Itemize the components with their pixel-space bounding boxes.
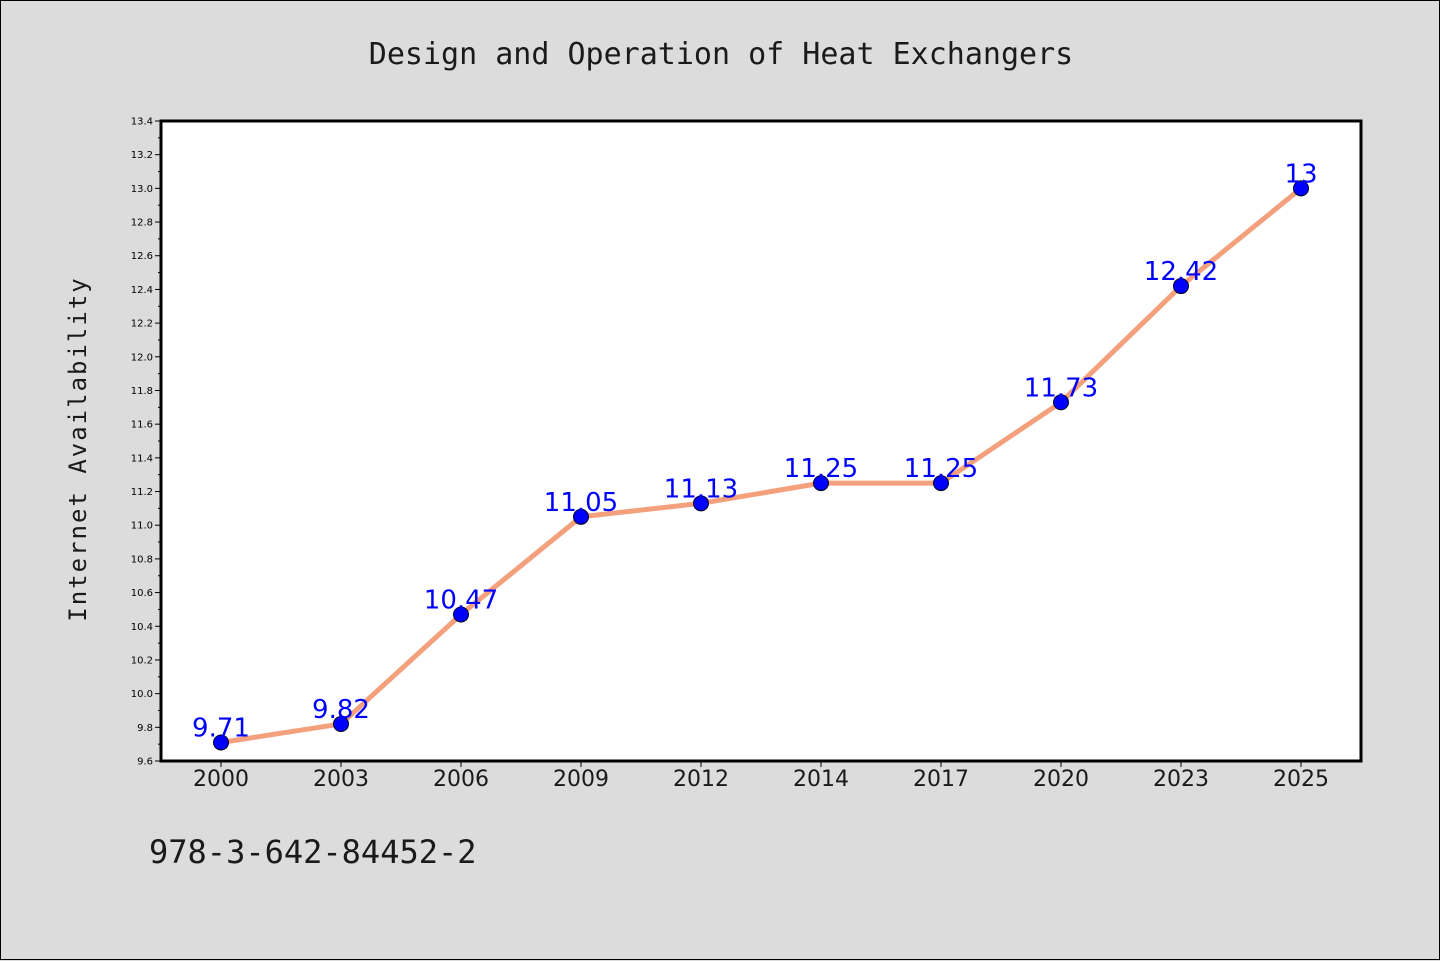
x-tick-label: 2020 [1033, 767, 1089, 792]
y-tick-label: 11.2 [131, 487, 153, 498]
y-tick-label: 10.0 [131, 689, 153, 700]
data-label: 11.25 [904, 454, 978, 484]
y-tick-label: 13.2 [131, 150, 153, 161]
data-label: 11.25 [784, 454, 858, 484]
data-point-marker [1293, 180, 1309, 197]
data-point-marker [933, 475, 949, 492]
y-tick-label: 13.0 [131, 184, 153, 195]
x-tick-label: 2000 [193, 767, 249, 792]
y-tick-label: 10.6 [131, 588, 153, 599]
data-label: 11.73 [1024, 373, 1098, 403]
data-point-marker [333, 715, 349, 732]
x-tick-label: 2014 [793, 767, 849, 792]
y-tick-label: 9.6 [137, 757, 153, 768]
y-axis-label: Internet Availability [64, 276, 92, 621]
y-axis-ticks: 9.6 9.8 10.0 10.2 10.4 10.6 10.8 11.0 11.2 11.4 11… [131, 117, 161, 768]
data-series: 9.71 9.82 10.47 11.05 11.13 11.25 11.25 11.73 12… [192, 159, 1318, 751]
x-tick-label: 2023 [1153, 767, 1209, 792]
x-tick-label: 2025 [1273, 767, 1329, 792]
data-point-marker [573, 508, 589, 525]
data-point-marker [453, 606, 469, 623]
x-axis-ticks: 2000 2003 2006 2009 2012 2014 2017 2020 2023 2025 [193, 761, 1329, 792]
data-label: 12.42 [1144, 257, 1218, 287]
data-point-marker [813, 475, 829, 492]
x-tick-label: 2006 [433, 767, 489, 792]
y-tick-label: 12.0 [131, 352, 153, 363]
data-point-marker [213, 734, 229, 751]
y-tick-label: 12.2 [131, 319, 153, 330]
isbn-text: 978-3-642-84452-2 [149, 833, 477, 871]
y-tick-label: 12.6 [131, 251, 153, 262]
data-label: 11.05 [544, 488, 618, 518]
y-tick-label: 11.4 [131, 453, 153, 464]
data-point-marker [693, 495, 709, 512]
x-tick-label: 2012 [673, 767, 729, 792]
data-label: 9.71 [192, 713, 250, 743]
y-tick-label: 10.4 [131, 622, 153, 633]
data-label: 11.13 [664, 474, 738, 504]
plot-area [159, 119, 1363, 763]
data-label: 13 [1284, 159, 1317, 189]
x-tick-label: 2003 [313, 767, 369, 792]
y-tick-label: 11.0 [131, 521, 153, 532]
chart-title: Design and Operation of Heat Exchangers [369, 37, 1073, 72]
y-tick-label: 11.8 [131, 386, 153, 397]
y-tick-label: 13.4 [131, 117, 153, 128]
x-tick-label: 2009 [553, 767, 609, 792]
series-line [220, 186, 1303, 745]
y-tick-label: 10.2 [131, 655, 153, 666]
y-tick-label: 12.4 [131, 285, 153, 296]
y-tick-label: 11.6 [131, 420, 153, 431]
data-point-marker [1173, 278, 1189, 295]
y-tick-label: 9.8 [137, 723, 153, 734]
x-tick-label: 2017 [913, 767, 969, 792]
data-label: 10.47 [424, 585, 498, 615]
data-label: 9.82 [312, 695, 370, 725]
data-point-marker [1053, 394, 1069, 411]
y-tick-label: 10.8 [131, 554, 153, 565]
y-tick-label: 12.8 [131, 218, 153, 229]
